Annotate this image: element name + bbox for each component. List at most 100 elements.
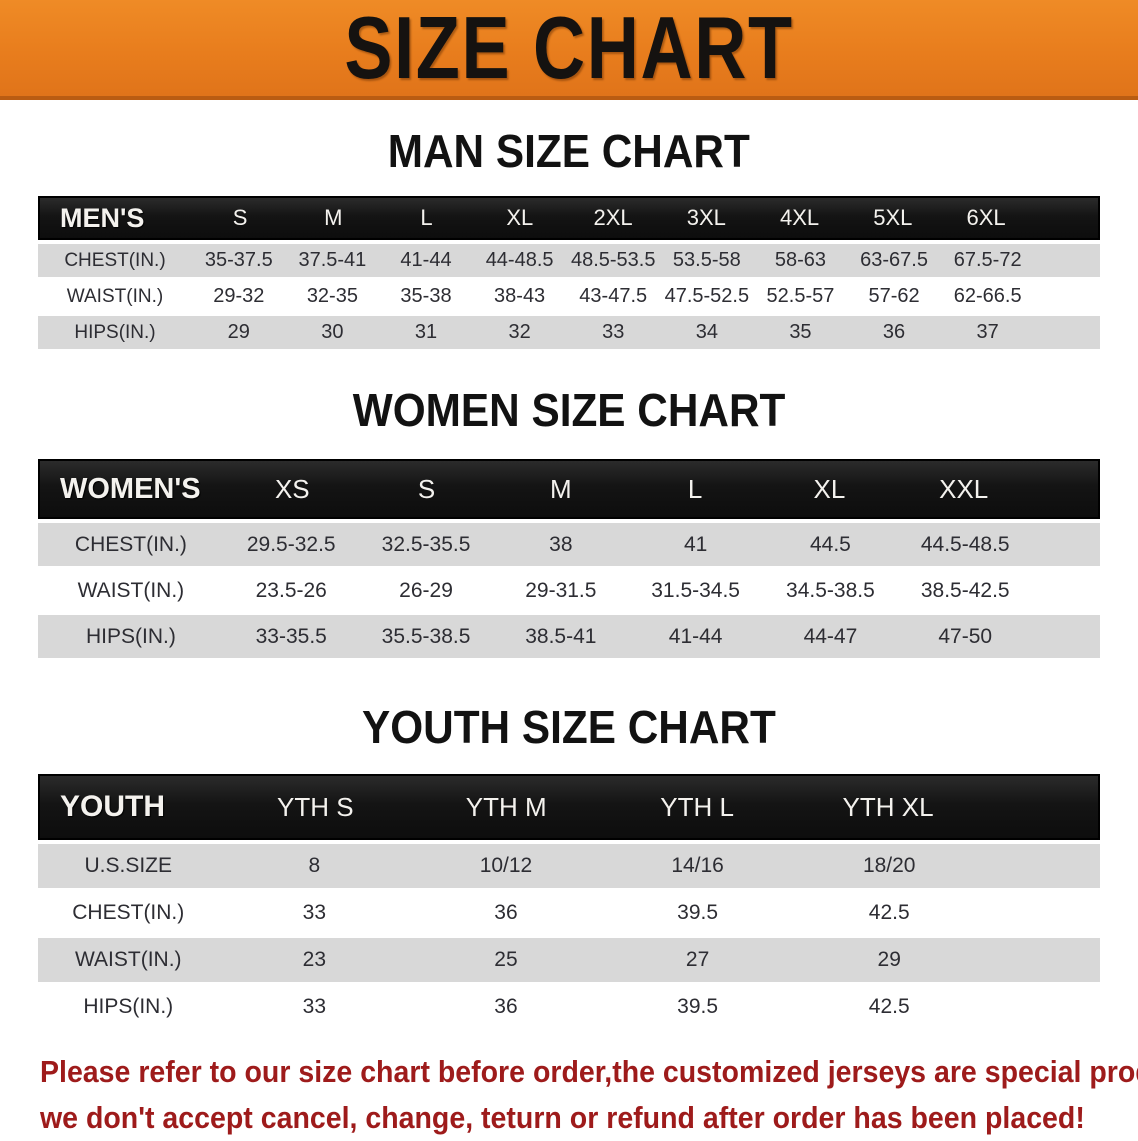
table-row: HIPS(IN.) 29 30 31 32 33 34 35 36 37 (38, 316, 1100, 349)
table-header-label: WOMEN'S (60, 472, 201, 505)
size-cell: 33 (602, 321, 625, 343)
table-row: CHEST(IN.) 35-37.5 37.5-41 41-44 44-48.5 48.5… (38, 244, 1100, 277)
size-cell: 35 (789, 321, 812, 343)
men-size-table: MEN'S S M L XL 2XL 3XL 4XL 5XL 6XL CHEST(IN.) 35-37… (38, 196, 1100, 349)
size-cell: 57-62 (868, 285, 920, 307)
size-cell: 34.5-38.5 (786, 578, 875, 602)
size-cell: 38.5-42.5 (920, 578, 1010, 602)
size-cell: 31 (414, 321, 438, 343)
size-column-header: YTH L (660, 791, 734, 822)
table-header-row: WOMEN'S XS S M L XL XXL (38, 459, 1100, 519)
size-cell: 44.5 (809, 532, 851, 556)
size-cell: 33-35.5 (255, 624, 327, 648)
size-cell: 32.5-35.5 (381, 532, 471, 556)
table-row: WAIST(IN.) 23 25 27 29 (38, 938, 1100, 982)
row-label: U.S.SIZE (84, 854, 173, 877)
size-column-header: XXL (939, 473, 989, 504)
size-cell: 38 (549, 532, 573, 556)
table-row: CHEST(IN.) 29.5-32.5 32.5-35.5 38 41 44.5 44.5… (38, 523, 1100, 566)
size-cell: 29-31.5 (525, 578, 597, 602)
size-column-header: XL (506, 205, 534, 230)
size-cell: 35-38 (400, 285, 452, 307)
banner: SIZE CHART (0, 0, 1138, 100)
size-column-header: S (232, 205, 248, 230)
size-cell: 34 (695, 321, 718, 343)
row-label: WAIST(IN.) (74, 948, 182, 971)
size-cell: 31.5-34.5 (651, 578, 740, 602)
size-cell: 47-50 (938, 624, 993, 648)
size-cell: 41-44 (668, 624, 723, 648)
size-column-header: XL (813, 473, 846, 504)
size-cell: 30 (321, 321, 344, 343)
table-row: U.S.SIZE 8 10/12 14/16 18/20 (38, 844, 1100, 888)
size-column-header: XS (274, 473, 310, 504)
size-cell: 32 (508, 321, 531, 343)
size-cell: 32-35 (306, 285, 358, 307)
size-cell: 41 (683, 532, 708, 556)
size-column-header: L (687, 473, 703, 504)
size-cell: 41-44 (400, 249, 452, 271)
size-column-header: 5XL (873, 205, 913, 230)
table-header-row: YOUTH YTH S YTH M YTH L YTH XL (38, 774, 1100, 840)
size-cell: 44.5-48.5 (920, 532, 1010, 556)
size-column-header: 2XL (593, 205, 633, 230)
size-cell: 37 (976, 321, 999, 343)
table-header-label: MEN'S (60, 202, 145, 233)
size-column-header: 4XL (779, 205, 820, 230)
size-cell: 67.5-72 (953, 249, 1022, 271)
youth-size-table: YOUTH YTH S YTH M YTH L YTH XL U.S.SIZE 8 10/12… (38, 774, 1100, 1029)
size-cell: 23.5-26 (255, 578, 327, 602)
size-cell: 33 (302, 995, 327, 1018)
size-cell: 39.5 (677, 995, 719, 1018)
size-cell: 29 (877, 948, 901, 971)
size-cell: 27 (685, 948, 710, 971)
size-cell: 52.5-57 (766, 285, 835, 307)
row-label: CHEST(IN.) (74, 532, 187, 556)
row-label: HIPS(IN.) (83, 995, 174, 1018)
size-cell: 44-48.5 (485, 249, 554, 271)
women-section-heading: WOMEN SIZE CHART (352, 384, 786, 436)
size-column-header: M (324, 205, 343, 230)
women-size-table: WOMEN'S XS S M L XL XXL CHEST(IN.) 29.5-32.5 32.5… (38, 459, 1100, 658)
disclaimer-line-2: we don't accept cancel, change, teturn o… (40, 1099, 1085, 1135)
size-cell: 44-47 (803, 624, 858, 648)
size-cell: 42.5 (868, 995, 910, 1018)
size-cell: 26-29 (399, 578, 453, 602)
size-cell: 10/12 (479, 854, 533, 877)
table-row: HIPS(IN.) 33-35.5 35.5-38.5 38.5-41 41-44 44-… (38, 615, 1100, 658)
table-row: WAIST(IN.) 29-32 32-35 35-38 38-43 43-47.5 47.… (38, 280, 1100, 313)
size-cell: 53.5-58 (672, 249, 741, 271)
size-cell: 29-32 (213, 285, 265, 307)
size-cell: 48.5-53.5 (570, 249, 656, 271)
disclaimer-note: Please refer to our size chart before or… (40, 1049, 1138, 1141)
row-label: WAIST(IN.) (66, 285, 164, 307)
size-cell: 29 (227, 321, 250, 343)
size-cell: 8 (308, 854, 321, 877)
size-column-header: M (550, 473, 572, 504)
size-cell: 14/16 (671, 854, 724, 877)
row-label: HIPS(IN.) (74, 321, 156, 343)
size-cell: 47.5-52.5 (664, 285, 750, 307)
size-cell: 36 (494, 995, 518, 1018)
size-column-header: 6XL (966, 205, 1006, 230)
size-column-header: S (417, 473, 436, 504)
table-header-row: MEN'S S M L XL 2XL 3XL 4XL 5XL 6XL (38, 196, 1100, 240)
size-cell: 35-37.5 (204, 249, 273, 271)
size-cell: 36 (494, 901, 518, 924)
table-row: CHEST(IN.) 33 36 39.5 42.5 (38, 891, 1100, 935)
row-label: HIPS(IN.) (86, 624, 176, 648)
size-cell: 35.5-38.5 (381, 624, 471, 648)
size-cell: 37.5-41 (298, 249, 367, 271)
size-column-header: 3XL (686, 205, 726, 230)
row-label: WAIST(IN.) (77, 578, 185, 602)
table-row: WAIST(IN.) 23.5-26 26-29 29-31.5 31.5-34.5 34… (38, 569, 1100, 612)
size-column-header: YTH XL (842, 791, 934, 822)
size-column-header: L (420, 205, 433, 230)
size-cell: 38.5-41 (525, 624, 597, 648)
size-cell: 58-63 (774, 249, 827, 271)
size-cell: 63-67.5 (860, 249, 928, 271)
size-cell: 18/20 (862, 854, 916, 877)
size-column-header: YTH S (277, 791, 354, 822)
size-cell: 38-43 (494, 285, 546, 307)
